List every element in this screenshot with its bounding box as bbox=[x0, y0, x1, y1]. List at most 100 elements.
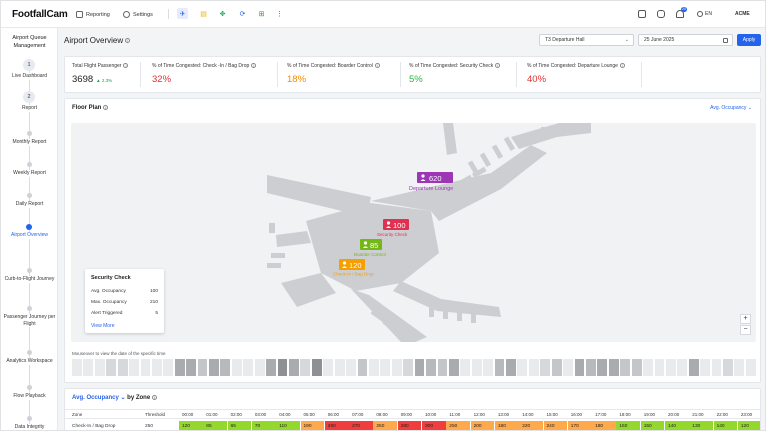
info-icon[interactable]: i bbox=[495, 63, 501, 69]
timeline-cell[interactable] bbox=[277, 359, 288, 376]
timeline-cell[interactable] bbox=[688, 359, 699, 376]
info-icon[interactable]: i bbox=[619, 63, 625, 69]
heatmap-cell[interactable]: 250 bbox=[446, 421, 471, 430]
floor-plan-map[interactable]: 620 Departure Lounge 100 Security Check … bbox=[71, 123, 756, 342]
timeline-cell[interactable] bbox=[585, 359, 596, 376]
language-selector[interactable]: EN bbox=[697, 11, 712, 17]
timeline-cell[interactable] bbox=[368, 359, 379, 376]
heatmap-cell[interactable]: 120 bbox=[737, 421, 760, 430]
heatmap-cell[interactable]: 260 bbox=[324, 421, 349, 430]
timeline-cell[interactable] bbox=[140, 359, 151, 376]
timeline-cell[interactable] bbox=[620, 359, 631, 376]
timeline-cell[interactable] bbox=[266, 359, 276, 376]
timeline-cell[interactable] bbox=[243, 359, 254, 376]
timeline-cell[interactable] bbox=[311, 359, 322, 376]
hall-select[interactable]: T3 Departure Hall ⌄ bbox=[539, 34, 634, 46]
heatmap-cell[interactable]: 180 bbox=[592, 421, 616, 430]
timeline-cell[interactable] bbox=[220, 359, 231, 376]
timeline-cell[interactable] bbox=[654, 359, 665, 376]
heatmap-cell[interactable]: 300 bbox=[422, 421, 446, 430]
zoom-out-button[interactable]: − bbox=[740, 325, 751, 335]
timeline-cell[interactable] bbox=[608, 359, 619, 376]
timeline-cell[interactable] bbox=[631, 359, 642, 376]
timeline-cell[interactable] bbox=[677, 359, 688, 376]
heatmap-cell[interactable]: 220 bbox=[519, 421, 543, 430]
timeline-cell[interactable] bbox=[426, 359, 436, 376]
heatmap-cell[interactable]: 70 bbox=[251, 421, 276, 430]
note-icon[interactable]: ▤ bbox=[198, 8, 209, 19]
timeline-cell[interactable] bbox=[289, 359, 299, 376]
timeline-cell[interactable] bbox=[117, 359, 128, 376]
timeline-cell[interactable] bbox=[72, 359, 82, 376]
timeline-cell[interactable] bbox=[471, 359, 482, 376]
timeline-cell[interactable] bbox=[643, 359, 653, 376]
heatmap-cell[interactable]: 140 bbox=[665, 421, 689, 430]
timeline-cell[interactable] bbox=[528, 359, 539, 376]
reporting-nav[interactable]: Reporting bbox=[76, 10, 110, 19]
heatmap-cell[interactable]: 200 bbox=[470, 421, 495, 430]
settings-nav[interactable]: Settings bbox=[123, 10, 153, 19]
timeline-cell[interactable] bbox=[391, 359, 402, 376]
info-icon[interactable]: i bbox=[251, 63, 257, 69]
timeline-cell[interactable] bbox=[563, 359, 573, 376]
timeline-cell[interactable] bbox=[734, 359, 745, 376]
timeline-cell[interactable] bbox=[437, 359, 448, 376]
heatmap-cell[interactable]: 140 bbox=[713, 421, 738, 430]
timeline-cell[interactable] bbox=[723, 359, 733, 376]
heatmap-cell[interactable]: 180 bbox=[494, 421, 519, 430]
account-menu[interactable]: ACME bbox=[735, 11, 750, 17]
metric-select[interactable]: Avg. Occupancy ⌄ bbox=[710, 105, 752, 111]
timeline-cell[interactable] bbox=[346, 359, 356, 376]
heatmap-cell[interactable]: 270 bbox=[349, 421, 373, 430]
heatmap-cell[interactable]: 110 bbox=[276, 421, 300, 430]
timeline-cell[interactable] bbox=[551, 359, 562, 376]
add-app-icon[interactable]: ⊞ bbox=[256, 8, 267, 19]
timeline-cell[interactable] bbox=[334, 359, 345, 376]
timeline-cell[interactable] bbox=[597, 359, 608, 376]
screen-icon[interactable] bbox=[638, 10, 646, 18]
view-more-link[interactable]: View More bbox=[91, 323, 115, 329]
timeline-cell[interactable] bbox=[174, 359, 185, 376]
timeline-cell[interactable] bbox=[300, 359, 311, 376]
timeline-cell[interactable] bbox=[506, 359, 516, 376]
heatmap-cell[interactable]: 170 bbox=[567, 421, 592, 430]
info-icon[interactable]: i bbox=[125, 38, 131, 44]
airplane-icon[interactable]: ✈ bbox=[177, 8, 188, 19]
heatmap-cell[interactable]: 150 bbox=[640, 421, 665, 430]
heatmap-cell[interactable]: 120 bbox=[179, 421, 203, 430]
marker-security-check[interactable]: 100 Security Check bbox=[377, 219, 409, 237]
timeline-cell[interactable] bbox=[163, 359, 174, 376]
timeline-cell[interactable] bbox=[414, 359, 425, 376]
timeline-cell[interactable] bbox=[745, 359, 756, 376]
timeline-cell[interactable] bbox=[254, 359, 265, 376]
heatmap-cell[interactable]: 250 bbox=[373, 421, 398, 430]
puzzle-icon[interactable]: ✥ bbox=[217, 8, 228, 19]
bell-icon[interactable] bbox=[676, 10, 684, 18]
timeline-cell[interactable] bbox=[460, 359, 471, 376]
timeline-cell[interactable] bbox=[494, 359, 505, 376]
timeline-cell[interactable] bbox=[517, 359, 528, 376]
timeline-cell[interactable] bbox=[403, 359, 414, 376]
heatmap-cell[interactable]: 240 bbox=[543, 421, 568, 430]
timeline-cell[interactable] bbox=[483, 359, 494, 376]
date-picker[interactable]: 25 June 2025 bbox=[638, 34, 733, 46]
heatmap-cell[interactable]: 190 bbox=[300, 421, 325, 430]
timeline-cell[interactable] bbox=[323, 359, 334, 376]
timeline-cell[interactable] bbox=[700, 359, 711, 376]
heatmap-cell[interactable]: 85 bbox=[203, 421, 228, 430]
timeline-cell[interactable] bbox=[665, 359, 676, 376]
timeline-cell[interactable] bbox=[197, 359, 208, 376]
heatmap-cell[interactable]: 130 bbox=[689, 421, 714, 430]
apply-button[interactable]: Apply bbox=[737, 34, 761, 46]
zoom-in-button[interactable]: + bbox=[740, 314, 751, 324]
timeline-cell[interactable] bbox=[711, 359, 722, 376]
marker-boarder-control[interactable]: 85 Boarder Control bbox=[354, 239, 386, 257]
timeline-cell[interactable] bbox=[106, 359, 117, 376]
timeline-cell[interactable] bbox=[151, 359, 162, 376]
timeline-cell[interactable] bbox=[231, 359, 242, 376]
timeline-cell[interactable] bbox=[574, 359, 585, 376]
more-icon[interactable]: ⋮ bbox=[274, 8, 285, 19]
timeline-cell[interactable] bbox=[209, 359, 219, 376]
timeline-cell[interactable] bbox=[380, 359, 391, 376]
sync-icon[interactable]: ⟳ bbox=[237, 8, 248, 19]
